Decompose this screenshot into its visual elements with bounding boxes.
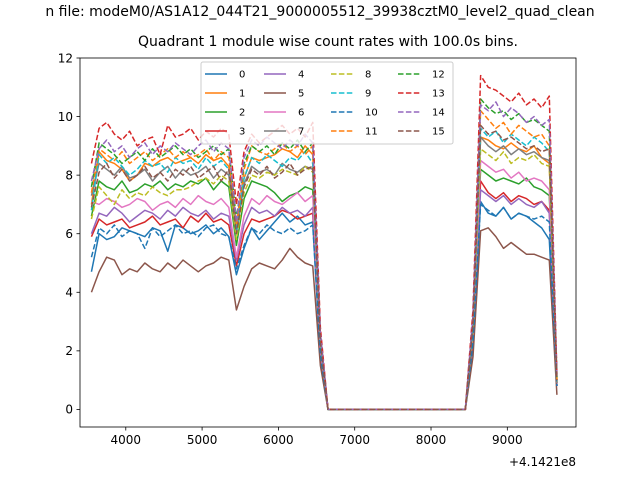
y-tick-label: 4 [65, 286, 73, 300]
legend-label-7: 7 [298, 127, 304, 138]
series-layer [90, 74, 558, 411]
legend-label-5: 5 [298, 89, 304, 100]
x-offset-label: +4.1421e8 [509, 455, 576, 469]
y-tick-label: 0 [65, 403, 73, 417]
axes-layer: 4000 5000 6000 7000 8000 9000024681012+4.1421… [58, 51, 577, 469]
legend-label-9: 9 [365, 89, 371, 100]
x-tick-label: 9000 [492, 433, 523, 447]
legend-label-10: 10 [365, 108, 378, 119]
plot-frame [79, 57, 577, 428]
chart-title: Quadrant 1 module wise count rates with … [138, 34, 518, 50]
legend-label-13: 13 [432, 89, 445, 100]
legend-label-2: 2 [239, 108, 245, 119]
figure-suptitle: n file: modeM0/AS1A12_044T21_9000005512_… [45, 4, 595, 20]
legend-label-1: 1 [239, 89, 245, 100]
legend-label-8: 8 [365, 70, 371, 81]
x-tick-label: 8000 [416, 433, 447, 447]
legend-frame [200, 61, 454, 145]
series-line-14 [90, 101, 558, 411]
y-tick-label: 12 [58, 51, 73, 65]
y-tick-label: 2 [65, 344, 73, 358]
y-tick-label: 8 [65, 168, 73, 182]
series-line-15 [90, 124, 558, 411]
legend-label-14: 14 [432, 108, 445, 119]
legend-label-3: 3 [239, 127, 245, 138]
legend-label-12: 12 [432, 70, 445, 81]
y-tick-label: 6 [65, 227, 73, 241]
legend-label-4: 4 [298, 70, 304, 81]
legend-label-11: 11 [365, 127, 378, 138]
x-tick-label: 6000 [263, 433, 294, 447]
y-tick-label: 10 [58, 110, 73, 124]
legend-label-0: 0 [239, 70, 245, 81]
x-tick-label: 5000 [187, 433, 218, 447]
x-tick-label: 4000 [111, 433, 142, 447]
legend-label-6: 6 [298, 108, 304, 119]
legend-label-15: 15 [432, 127, 445, 138]
x-tick-label: 7000 [339, 433, 370, 447]
series-line-5 [90, 227, 558, 411]
